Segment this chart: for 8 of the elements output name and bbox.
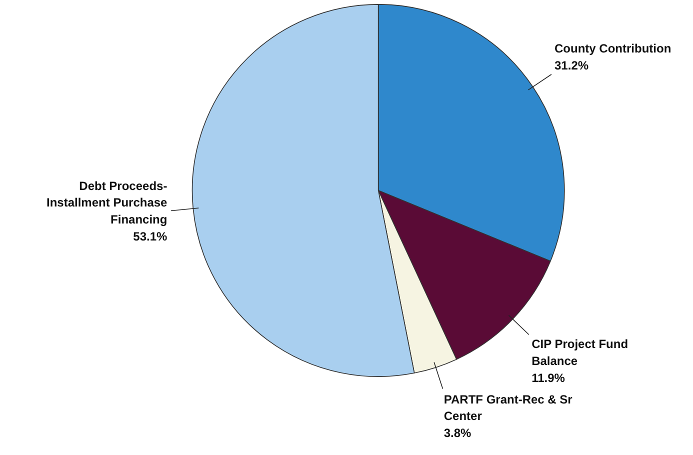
slice-label: CIP Project Fund Balance	[532, 337, 628, 368]
data-label: 3.8%	[444, 426, 472, 440]
slice-label: PARTF Grant-Rec & Sr Center	[444, 392, 573, 424]
slice-label: Debt Proceeds-Installment Purchase Financing	[46, 178, 168, 227]
slice-label: County Contribution	[554, 41, 672, 56]
data-label: 53.1%	[133, 229, 168, 244]
data-label: 31.2%	[554, 58, 589, 72]
data-label: 11.9%	[532, 370, 566, 385]
